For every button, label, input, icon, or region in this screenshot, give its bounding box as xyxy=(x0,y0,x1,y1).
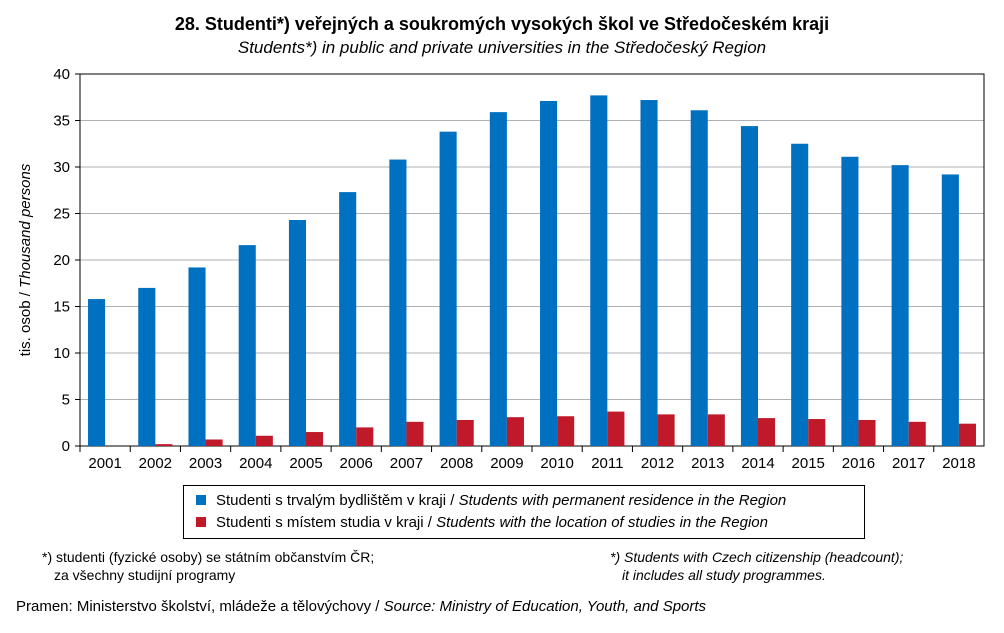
legend-label: Studenti s trvalým bydlištěm v kraji / xyxy=(216,491,455,509)
x-tick-label: 2011 xyxy=(591,455,623,472)
bar-location-2009 xyxy=(506,417,524,446)
bar-residence-2013 xyxy=(690,110,708,447)
y-tick-label: 35 xyxy=(53,113,70,130)
y-tick-label: 15 xyxy=(53,299,70,316)
bar-residence-2016 xyxy=(841,156,859,446)
x-tick-label: 2015 xyxy=(792,455,825,472)
y-tick-label: 5 xyxy=(62,392,70,409)
y-axis-label: tis. osob / Thousand persons xyxy=(17,163,34,356)
legend-label-en: Students with the location of studies in… xyxy=(436,513,768,531)
bar-location-2011 xyxy=(607,411,625,446)
x-tick-label: 2012 xyxy=(641,455,674,472)
bar-residence-2003 xyxy=(188,267,206,446)
footnote-en: *) Students with Czech citizenship (head… xyxy=(610,549,904,583)
bar-residence-2005 xyxy=(288,220,306,446)
chart-subtitle: Students*) in public and private univers… xyxy=(237,38,767,57)
bar-residence-2010 xyxy=(540,100,558,446)
legend-item-residence: Studenti s trvalým bydlištěm v kraji / S… xyxy=(196,489,864,511)
x-tick-label: 2010 xyxy=(540,455,573,472)
bar-residence-2017 xyxy=(891,165,909,446)
bar-residence-2006 xyxy=(339,192,357,446)
x-tick-label: 2013 xyxy=(691,455,724,472)
bar-location-2015 xyxy=(808,419,826,446)
x-tick-label: 2004 xyxy=(239,455,272,472)
legend-label-en: Students with permanent residence in the… xyxy=(458,491,787,509)
bar-residence-2011 xyxy=(590,95,608,446)
source: Pramen: Ministerstvo školství, mládeže a… xyxy=(16,598,707,615)
chart-title: 28. Studenti*) veřejných a soukromých vy… xyxy=(174,14,830,34)
bar-residence-2004 xyxy=(238,245,256,446)
bar-residence-2001 xyxy=(88,299,106,446)
bar-residence-2018 xyxy=(941,174,959,446)
bar-residence-2008 xyxy=(439,131,457,446)
bar-residence-2009 xyxy=(489,112,507,446)
footnote-cz: *) studenti (fyzické osoby) se státním o… xyxy=(42,549,375,583)
bar-location-2006 xyxy=(356,427,374,446)
y-tick-label: 20 xyxy=(53,252,70,269)
x-tick-label: 2017 xyxy=(892,455,925,472)
x-tick-label: 2005 xyxy=(289,455,322,472)
bar-location-2012 xyxy=(657,414,675,446)
legend: Studenti s trvalým bydlištěm v kraji / S… xyxy=(183,485,865,539)
bar-residence-2012 xyxy=(640,100,658,446)
y-tick-label: 30 xyxy=(53,159,70,176)
legend-item-location: Studenti s místem studia v kraji / Stude… xyxy=(196,511,864,533)
bar-location-2003 xyxy=(205,439,223,446)
x-tick-label: 2008 xyxy=(440,455,473,472)
x-tick-label: 2009 xyxy=(490,455,523,472)
bar-location-2008 xyxy=(456,419,474,446)
x-tick-label: 2006 xyxy=(340,455,373,472)
bar-residence-2007 xyxy=(389,159,407,446)
bar-residence-2014 xyxy=(740,126,758,446)
bar-residence-2002 xyxy=(138,287,156,446)
bar-residence-2015 xyxy=(791,143,809,446)
y-tick-label: 25 xyxy=(53,206,70,223)
bar-location-2007 xyxy=(406,421,424,446)
y-tick-label: 10 xyxy=(53,345,70,362)
bar-location-2018 xyxy=(958,423,976,446)
legend-label: Studenti s místem studia v kraji / xyxy=(216,513,432,531)
x-tick-label: 2014 xyxy=(741,455,774,472)
bar-location-2005 xyxy=(306,432,324,446)
x-tick-label: 2001 xyxy=(88,455,121,472)
x-tick-label: 2016 xyxy=(842,455,875,472)
plot-area: 0 5 10 15 20 25 30 35 40 2001 2002 2003 2004 2005 2006… xyxy=(17,66,985,472)
x-tick-label: 2007 xyxy=(390,455,423,472)
x-tick-label: 2003 xyxy=(189,455,222,472)
bar-location-2002 xyxy=(155,444,173,446)
legend-swatch xyxy=(196,495,206,505)
bar-location-2004 xyxy=(255,435,273,446)
bar-location-2013 xyxy=(707,414,725,446)
y-tick-label: 40 xyxy=(53,66,70,83)
bar-location-2014 xyxy=(758,418,776,446)
x-tick-label: 2002 xyxy=(139,455,172,472)
bar-location-2017 xyxy=(908,421,926,446)
x-tick-label: 2018 xyxy=(942,455,975,472)
bar-location-2016 xyxy=(858,419,876,446)
y-tick-label: 0 xyxy=(62,438,70,455)
legend-swatch xyxy=(196,517,206,527)
bar-location-2010 xyxy=(557,416,575,446)
